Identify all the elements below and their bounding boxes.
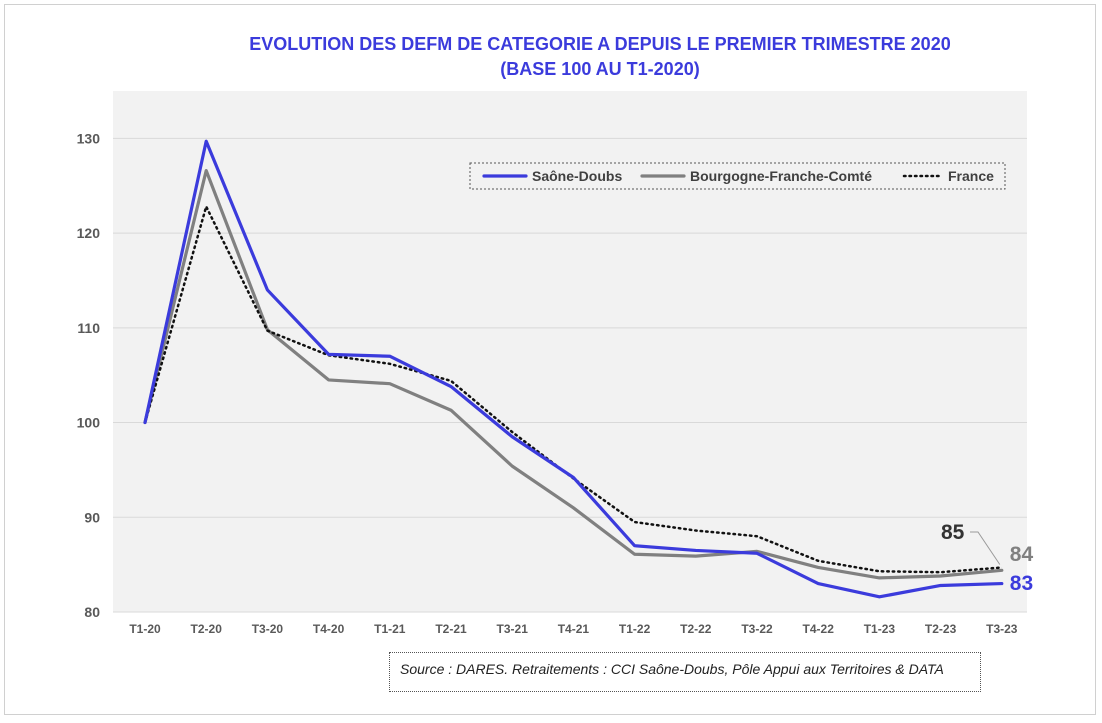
x-tick-label: T2-22: [680, 622, 712, 636]
y-tick-label: 130: [77, 130, 101, 146]
x-tick-label: T3-22: [741, 622, 773, 636]
x-tick-label: T2-20: [191, 622, 223, 636]
y-tick-label: 110: [77, 320, 100, 336]
x-tick-label: T3-20: [252, 622, 284, 636]
source-note: Source : DARES. Retraitements : CCI Saôn…: [389, 652, 981, 692]
legend-label: Bourgogne-Franche-Comté: [690, 168, 872, 184]
x-tick-label: T4-22: [803, 622, 835, 636]
y-tick-label: 100: [77, 415, 101, 431]
end-label-leader: [970, 531, 1001, 565]
legend-label: Saône-Doubs: [532, 168, 622, 184]
x-tick-label: T1-20: [129, 622, 161, 636]
x-tick-label: T4-20: [313, 622, 345, 636]
x-tick-label: T1-23: [864, 622, 896, 636]
chart-title: EVOLUTION DES DEFM DE CATEGORIE A DEPUIS…: [249, 34, 951, 54]
chart-frame: [4, 4, 1096, 715]
end-label-france: 85: [941, 521, 965, 544]
y-tick-label: 120: [77, 225, 101, 241]
end-label-bfc: 84: [1010, 543, 1034, 566]
x-tick-label: T1-22: [619, 622, 651, 636]
x-tick-label: T2-23: [925, 622, 957, 636]
legend-label: France: [948, 168, 994, 184]
x-tick-label: T4-21: [558, 622, 590, 636]
y-tick-label: 90: [84, 509, 100, 525]
end-label-saone-doubs: 83: [1010, 572, 1033, 595]
chart-subtitle: (BASE 100 AU T1-2020): [500, 59, 700, 79]
x-tick-label: T2-21: [435, 622, 467, 636]
x-tick-label: T3-23: [986, 622, 1018, 636]
y-tick-label: 80: [84, 604, 100, 620]
x-tick-label: T3-21: [497, 622, 529, 636]
x-tick-label: T1-21: [374, 622, 406, 636]
